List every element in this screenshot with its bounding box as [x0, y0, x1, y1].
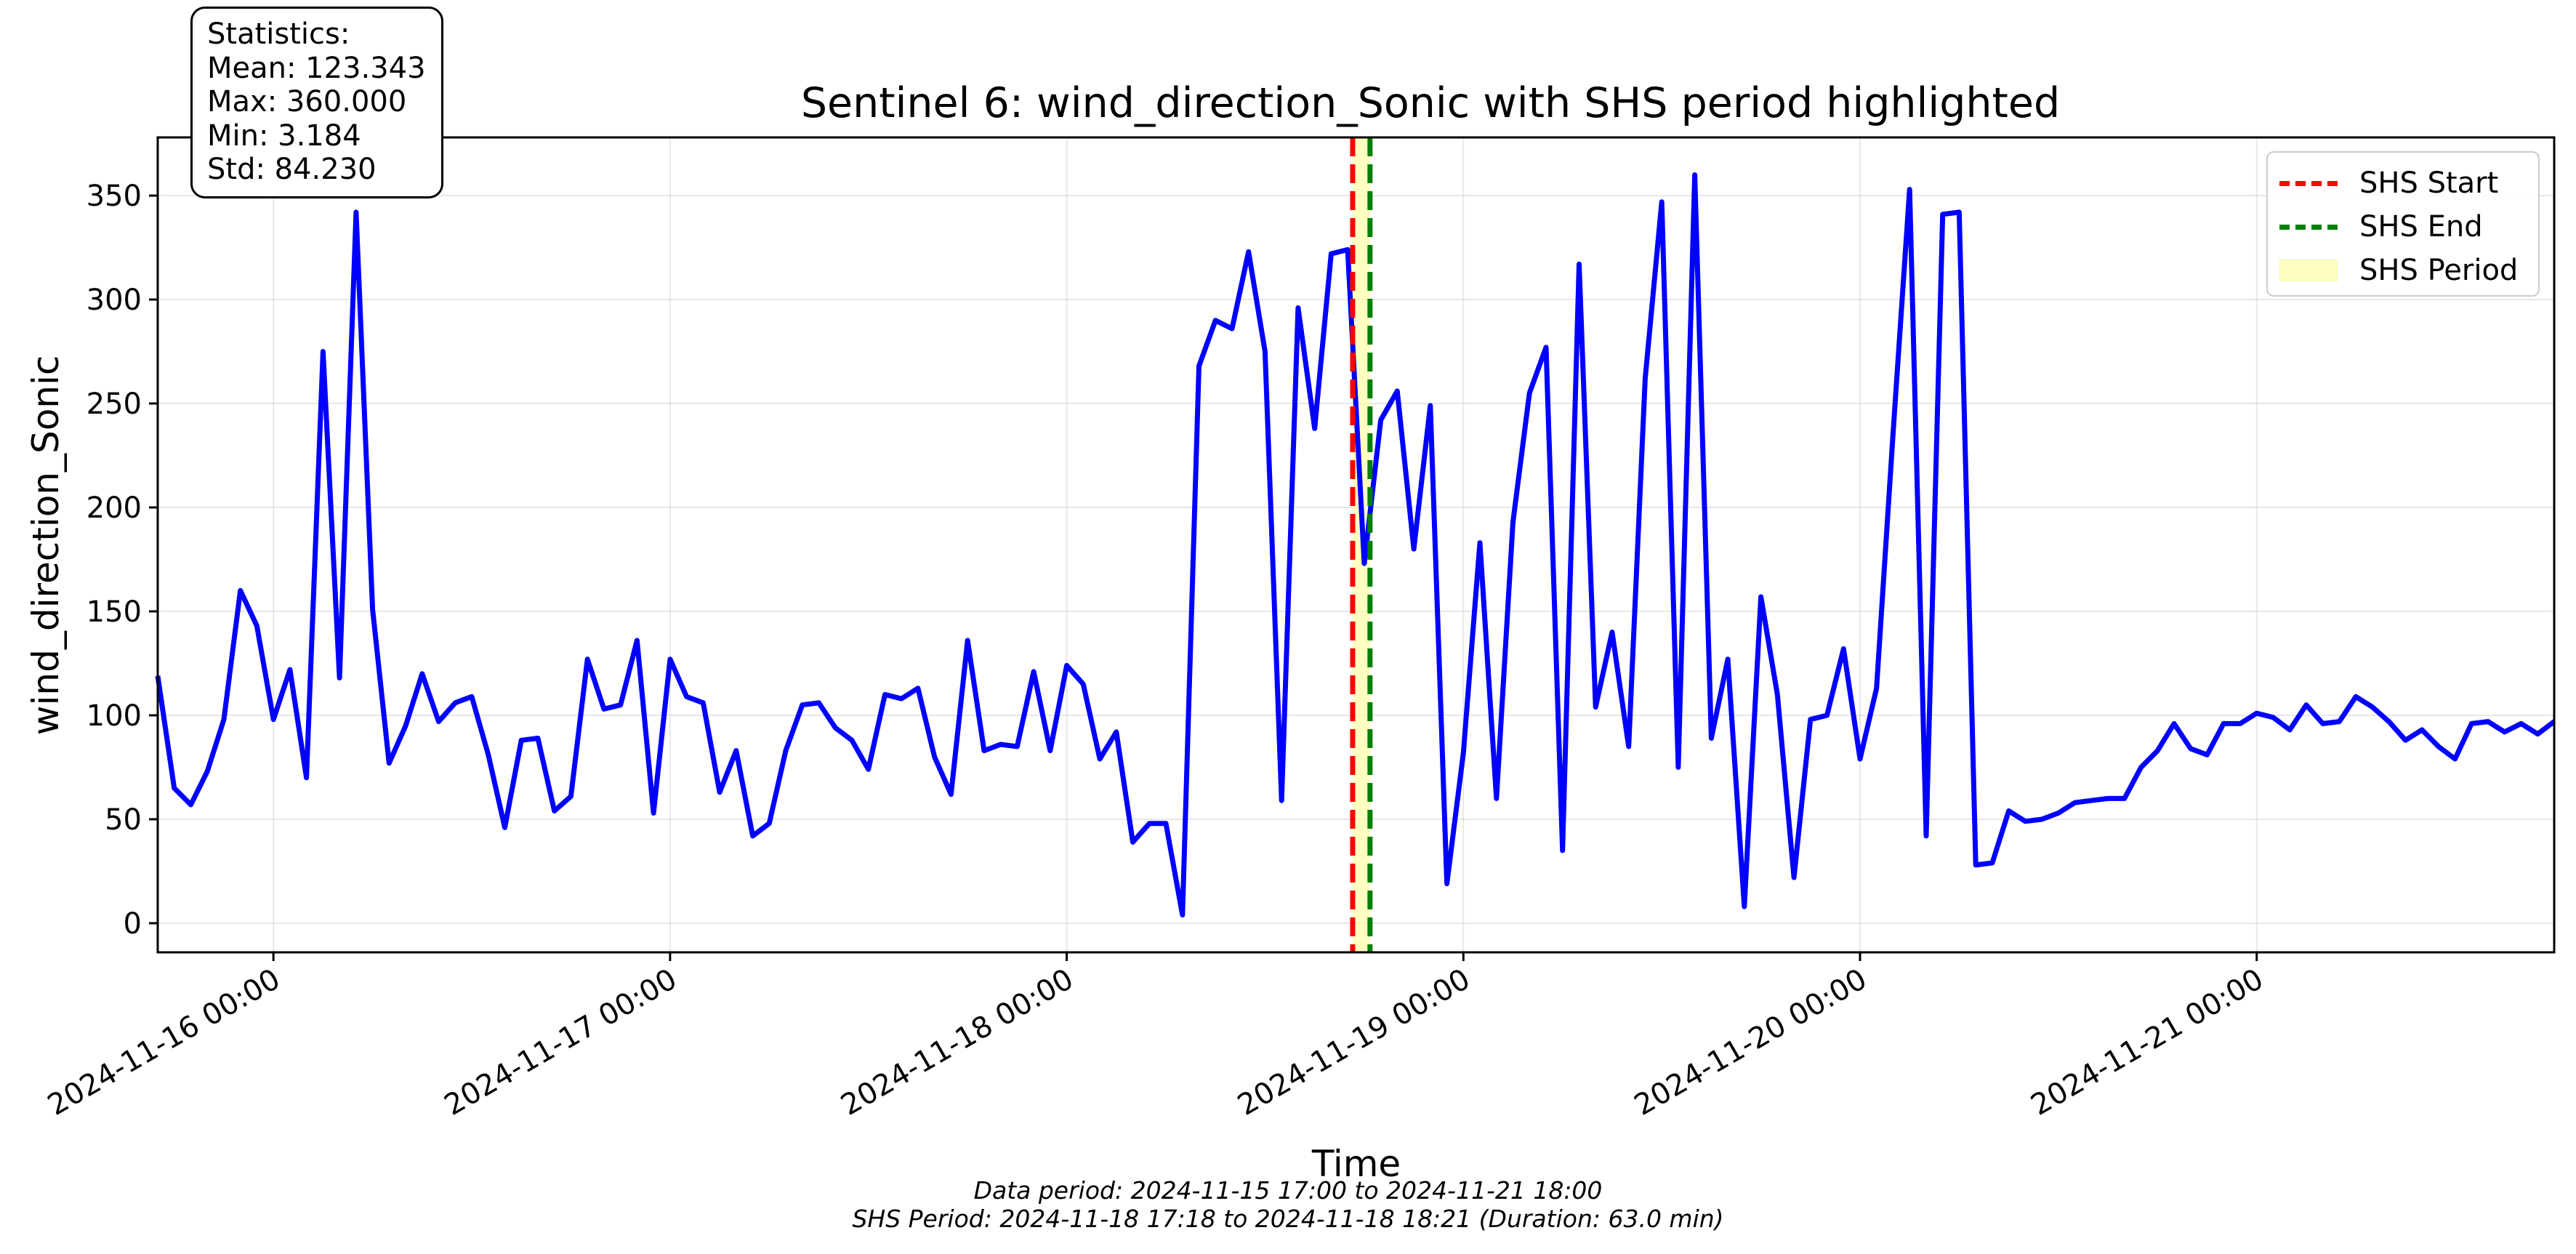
plot-frame: [156, 136, 2556, 954]
x-tick-label: 2024-11-16 00:00: [42, 962, 286, 1122]
x-tick-label: 2024-11-18 00:00: [835, 962, 1079, 1122]
legend-label: SHS Start: [2359, 166, 2499, 200]
y-tick-label: 350: [86, 180, 142, 213]
legend-item-shs-end: SHS End: [2279, 205, 2483, 249]
legend-item-shs-start: SHS Start: [2279, 161, 2498, 205]
legend: SHS Start SHS End SHS Period: [2266, 151, 2540, 297]
yellow-patch-icon: [2279, 260, 2338, 281]
data-series: [155, 172, 2556, 917]
y-tick-label: 300: [86, 284, 142, 317]
y-axis-label: wind_direction_Sonic: [25, 355, 67, 736]
x-tick-label: 2024-11-17 00:00: [439, 962, 683, 1122]
chart-title: Sentinel 6: wind_direction_Sonic with SH…: [801, 79, 2060, 127]
stats-std: Std: 84.230: [207, 153, 377, 186]
y-tick-label: 100: [86, 699, 142, 733]
legend-label: SHS End: [2359, 210, 2483, 244]
stats-mean: Mean: 123.343: [207, 51, 426, 85]
legend-item-shs-period: SHS Period: [2279, 249, 2518, 292]
x-tick-label: 2024-11-20 00:00: [1629, 962, 1872, 1122]
y-tick-label: 0: [124, 907, 142, 941]
y-tick-label: 50: [105, 803, 142, 837]
x-tick-label: 2024-11-19 00:00: [1232, 962, 1476, 1122]
data-line: [155, 172, 2556, 917]
y-tick-label: 150: [86, 595, 142, 629]
statistics-box: Statistics: Mean: 123.343 Max: 360.000 M…: [190, 7, 443, 198]
y-axis-ticks: 0 50 100 150 200 250 300 350: [86, 180, 158, 941]
y-tick-label: 200: [86, 491, 142, 525]
red-dashed-line-icon: [2279, 172, 2338, 194]
green-dashed-line-icon: [2279, 216, 2338, 238]
footnote-shs-period: SHS Period: 2024-11-18 17:18 to 2024-11-…: [852, 1205, 1724, 1233]
y-tick-label: 250: [86, 387, 142, 421]
footnote-data-period: Data period: 2024-11-15 17:00 to 2024-11…: [973, 1176, 1603, 1205]
shs-markers: [1350, 137, 1373, 952]
stats-max: Max: 360.000: [207, 85, 407, 118]
legend-label: SHS Period: [2359, 254, 2519, 287]
x-tick-label: 2024-11-21 00:00: [2026, 962, 2269, 1122]
x-axis-ticks: 2024-11-16 00:00 2024-11-17 00:00 2024-11-…: [42, 952, 2269, 1122]
stats-min: Min: 3.184: [207, 118, 361, 153]
stats-header: Statistics:: [207, 17, 350, 51]
x-axis-label: Time: [1311, 1143, 1401, 1185]
